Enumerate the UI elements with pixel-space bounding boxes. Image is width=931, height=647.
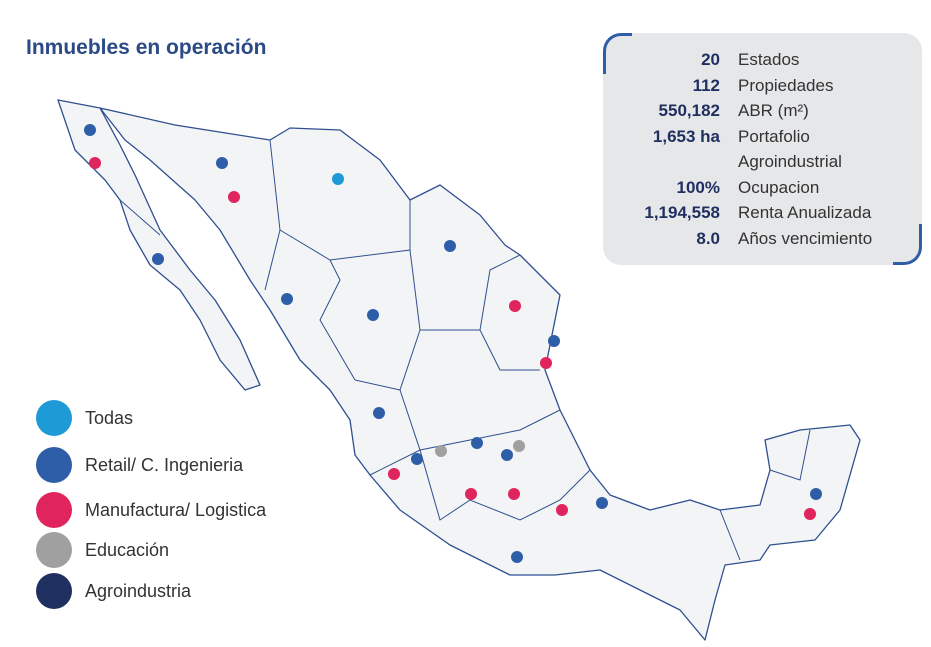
- stat-value: 8.0: [696, 228, 720, 248]
- stat-label: Años vencimiento: [738, 228, 873, 248]
- stat-row: 1,194,558 Renta Anualizada: [603, 200, 922, 226]
- stat-row: 550,182 ABR (m²): [603, 98, 922, 124]
- legend-label: Retail/ C. Ingenieria: [85, 454, 244, 475]
- stat-value: 20: [701, 50, 720, 69]
- stat-label: Ocupacion: [738, 177, 820, 197]
- stat-label: ABR (m²): [738, 101, 809, 120]
- legend-item: Retail/ C. Ingenieria: [36, 447, 243, 483]
- property-markers: [84, 124, 822, 563]
- stat-label: Estados: [738, 50, 800, 69]
- mainland: [99, 107, 861, 641]
- legend-item: Agroindustria: [36, 573, 191, 609]
- stat-row: 100% Ocupacion: [603, 175, 922, 201]
- stat-value: 100%: [676, 177, 720, 197]
- legend-item: Manufactura/ Logistica: [36, 492, 266, 528]
- legend-label: Agroindustria: [85, 580, 192, 601]
- state-borders: [119, 139, 811, 561]
- legend-item: Todas: [36, 400, 133, 436]
- stat-value: 1,653 ha: [652, 126, 720, 146]
- legend-icon: [36, 492, 72, 528]
- stat-label: Propiedades: [738, 75, 834, 95]
- stat-row: 20 Estados: [603, 47, 922, 73]
- legend-icon: [36, 400, 72, 436]
- stat-value: 550,182: [658, 101, 720, 120]
- page-title: Inmuebles en operación: [26, 36, 267, 59]
- stat-value: 1,194,558: [644, 203, 720, 222]
- stat-label: Portafolio Agroindustrial: [738, 126, 842, 172]
- stat-label: Renta Anualizada: [738, 203, 872, 222]
- legend-icon: [36, 447, 72, 483]
- stat-row: 1,653 ha Portafolio Agroindustrial: [603, 124, 922, 175]
- stat-row: 8.0 Años vencimiento: [603, 226, 922, 252]
- legend-label: Educación: [85, 539, 170, 560]
- stats-panel: 20 Estados 112 Propiedades 550,182 ABR (m²) 1,…: [603, 33, 922, 265]
- stat-row: 112 Propiedades: [603, 73, 922, 99]
- legend-label: Todas: [85, 407, 134, 428]
- legend-icon: [36, 532, 72, 568]
- legend-icon: [36, 573, 72, 609]
- legend-item: Educación: [36, 532, 169, 568]
- legend-label: Manufactura/ Logistica: [85, 499, 267, 520]
- stat-value: 112: [692, 75, 720, 95]
